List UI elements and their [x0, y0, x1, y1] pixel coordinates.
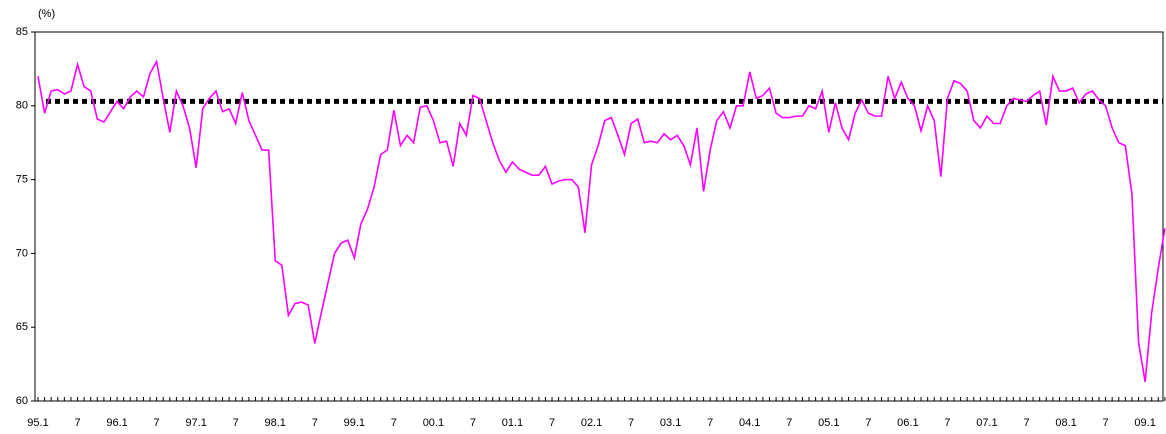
- x-tick-label: 7: [707, 417, 713, 429]
- x-tick-label: 7: [470, 417, 476, 429]
- x-tick-label: 96.1: [106, 417, 127, 429]
- x-tick-label: 7: [154, 417, 160, 429]
- x-tick-label: 7: [628, 417, 634, 429]
- x-tick-label: 7: [549, 417, 555, 429]
- y-unit: (%): [38, 8, 55, 20]
- x-tick-label: 97.1: [185, 417, 206, 429]
- x-tick-label: 06.1: [897, 417, 918, 429]
- x-tick-label: 00.1: [423, 417, 444, 429]
- x-tick-label: 95.1: [27, 417, 48, 429]
- x-tick-label: 98.1: [265, 417, 286, 429]
- x-tick-label: 7: [391, 417, 397, 429]
- y-tick-label: 70: [16, 247, 28, 259]
- data-line: [37, 59, 1166, 382]
- x-tick-label: 01.1: [502, 417, 523, 429]
- y-tick-label: 85: [16, 26, 28, 38]
- x-tick-label: 09.1: [1134, 417, 1155, 429]
- y-tick-label: 80: [16, 100, 28, 112]
- x-tick-label: 7: [1023, 417, 1029, 429]
- x-tick-label: 04.1: [739, 417, 760, 429]
- x-tick-label: 7: [1103, 417, 1109, 429]
- x-tick-label: 7: [233, 417, 239, 429]
- x-tick-label: 7: [944, 417, 950, 429]
- x-tick-label: 7: [312, 417, 318, 429]
- x-tick-label: 05.1: [818, 417, 839, 429]
- x-tick-label: 7: [74, 417, 80, 429]
- x-tick-label: 03.1: [660, 417, 681, 429]
- x-tick-label: 08.1: [1055, 417, 1076, 429]
- plot-area: [34, 31, 1164, 402]
- x-tick-label: 99.1: [344, 417, 365, 429]
- y-tick-label: 60: [16, 395, 28, 407]
- x-tick-label: 7: [786, 417, 792, 429]
- y-tick-label: 65: [16, 321, 28, 333]
- y-tick-label: 75: [16, 174, 28, 186]
- x-tick-label: 02.1: [581, 417, 602, 429]
- x-tick-label: 07.1: [976, 417, 997, 429]
- x-tick-label: 7: [865, 417, 871, 429]
